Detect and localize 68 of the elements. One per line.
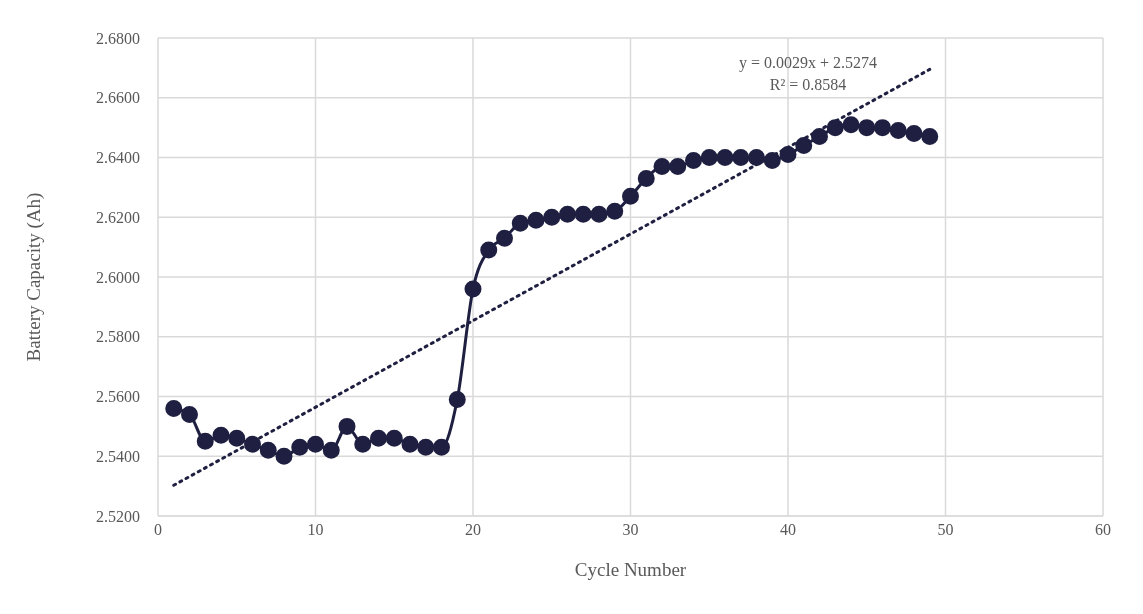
point [905,125,923,143]
point [181,405,198,423]
point [291,438,309,456]
point [464,280,482,298]
x-axis-title: Cycle Number [574,559,687,580]
point [842,116,860,134]
y-tick-label: 2.6400 [96,149,140,167]
point [165,399,183,417]
point [275,447,293,465]
y-tick-label: 2.5200 [96,507,140,525]
x-tick-label: 30 [622,521,639,539]
point [496,229,513,247]
point [590,205,608,223]
point [669,157,687,175]
point [921,128,939,146]
point [196,432,214,450]
point [606,202,624,220]
y-tick-label: 2.5800 [96,328,140,346]
point [779,146,797,164]
point [338,417,356,435]
point [622,187,639,205]
x-tick-label: 20 [465,521,481,539]
point [700,149,718,166]
y-tick-label: 2.6200 [96,208,140,226]
point [795,137,813,155]
point [244,435,261,453]
point [748,149,765,166]
point [448,390,466,408]
point [433,438,450,456]
point [511,214,529,232]
point [874,119,891,137]
point [370,429,387,447]
point [732,149,750,166]
y-tick-label: 2.5400 [96,447,140,465]
point [259,441,277,459]
y-tick-label: 2.5600 [96,388,140,406]
point [637,169,655,187]
x-tick-label: 40 [780,521,796,539]
point [307,435,324,453]
point [716,149,734,166]
point [212,426,230,444]
point [417,438,435,456]
x-tick-label: 50 [937,521,954,539]
x-tick-label: 0 [154,521,162,539]
point [763,151,781,169]
y-tick-label: 2.6000 [96,268,140,286]
point [685,151,702,169]
point [653,157,671,175]
point [543,208,561,226]
y-axis-title: Battery Capacity (Ah) [22,192,45,362]
point [322,441,340,459]
point [811,128,828,146]
x-tick-label: 10 [307,521,324,539]
point [826,119,844,137]
point [574,205,592,223]
x-tick-label: 60 [1095,521,1111,539]
point [228,429,246,447]
point [385,429,403,447]
point [527,211,545,229]
point [480,241,498,259]
point [889,122,907,140]
y-tick-label: 2.6600 [96,89,140,107]
y-tick-label: 2.6800 [96,29,140,47]
point [401,435,419,453]
point [354,435,372,453]
point [559,205,576,223]
point [858,119,876,137]
annotation: y = 0.0029x + 2.5274 R² = 0.8584 [738,54,878,93]
